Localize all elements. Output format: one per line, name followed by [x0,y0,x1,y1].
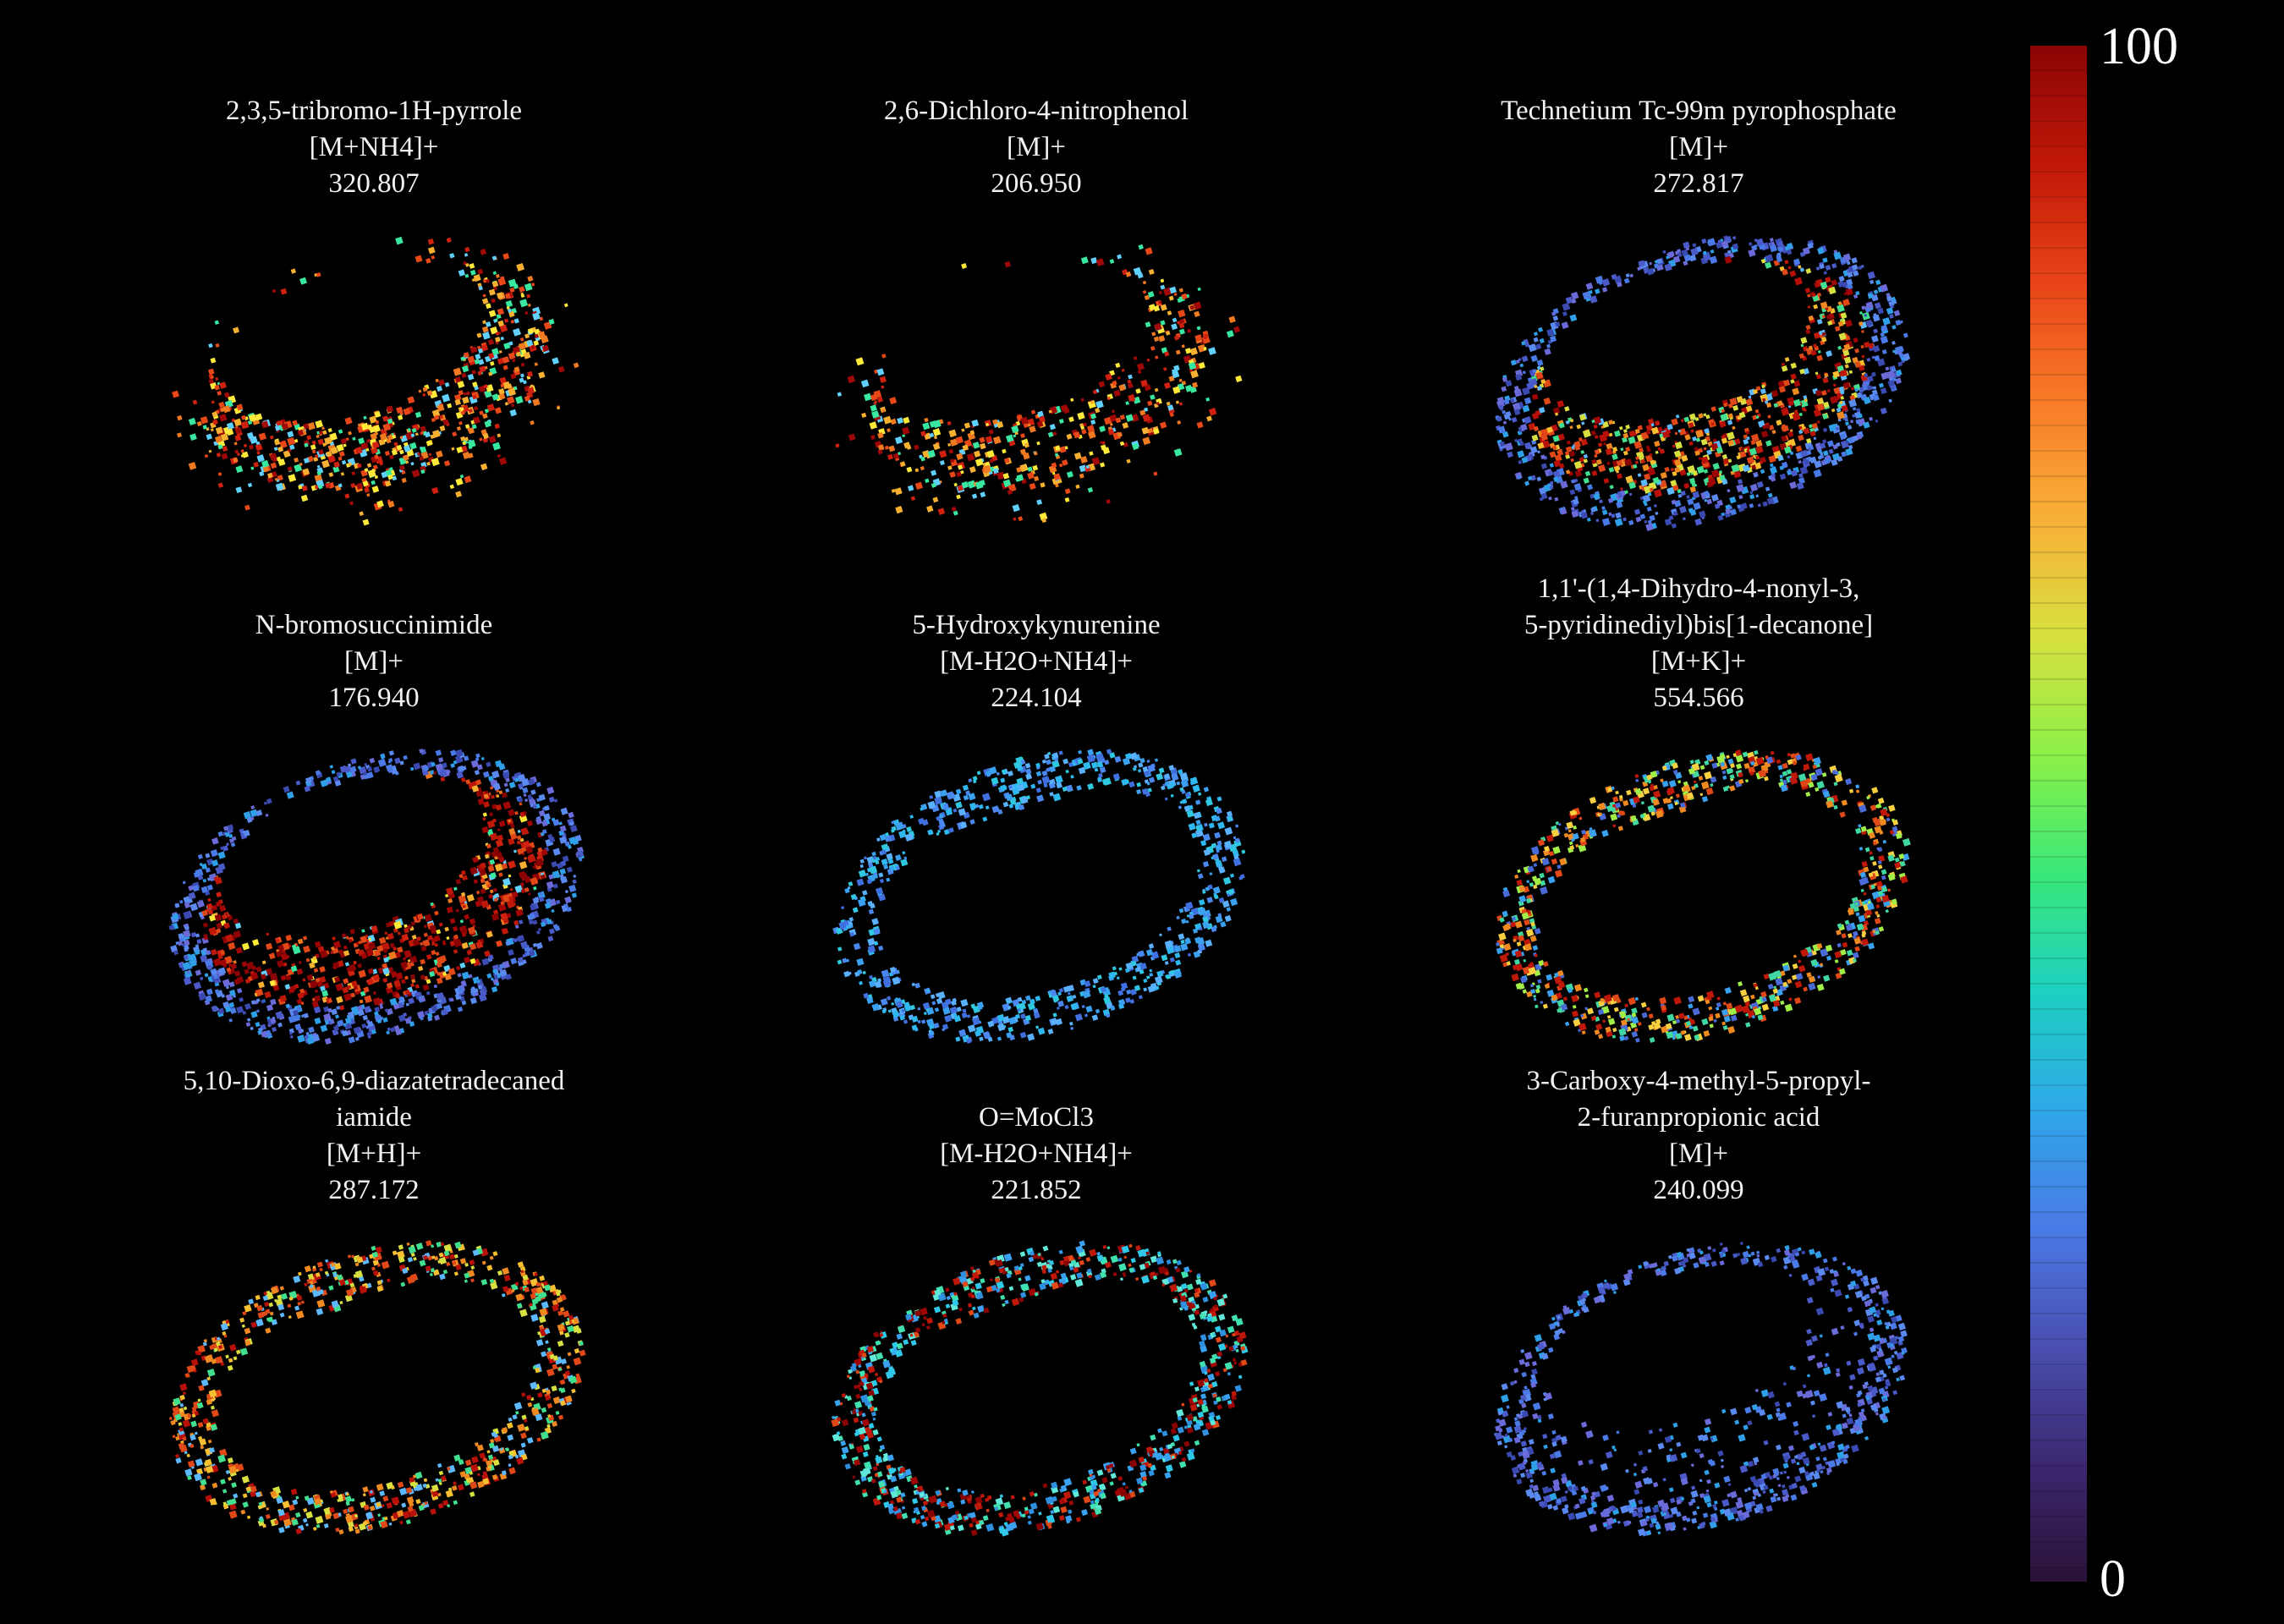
caption-line: 272.817 [1653,168,1744,199]
caption-line: 2,6-Dichloro-4-nitrophenol [883,96,1189,126]
caption-line: Technetium Tc-99m pyrophosphate [1501,96,1897,126]
ion-image-panel: 2,6-Dichloro-4-nitrophenol [M]+ 206.950 [706,93,1366,601]
caption-line: N-bromosuccinimide [255,610,493,640]
caption-line: 287.172 [328,1175,420,1205]
colorbar [2030,46,2087,1582]
ion-image-panel: N-bromosuccinimide [M]+ 176.940 [44,607,704,1115]
panel-caption: 5,10-Dioxo-6,9-diazatetradecaned iamide [M… [44,1063,704,1209]
panel-caption: Technetium Tc-99m pyrophosphate [M]+ 272.8… [1369,93,2029,202]
tissue-ion-map [706,220,1366,541]
ion-image-panel: 1,1'-(1,4-Dihydro-4-nonyl-3, 5-pyridinedi… [1369,573,2029,1115]
tissue-ion-map [44,734,704,1056]
caption-line: 5-Hydroxykynurenine [912,610,1161,640]
caption-line: 3-Carboxy-4-methyl-5-propyl- [1526,1066,1871,1096]
panel-caption: 2,6-Dichloro-4-nitrophenol [M]+ 206.950 [706,93,1366,202]
caption-line: 5,10-Dioxo-6,9-diazatetradecaned [183,1066,565,1096]
ion-image-panel: O=MoCl3 [M-H2O+NH4]+ 221.852 [706,1100,1366,1607]
panel-caption: O=MoCl3 [M-H2O+NH4]+ 221.852 [706,1100,1366,1209]
ion-image-panel: 5-Hydroxykynurenine [M-H2O+NH4]+ 224.104 [706,607,1366,1115]
ion-image-panel: Technetium Tc-99m pyrophosphate [M]+ 272.8… [1369,93,2029,601]
colorbar-segments [2030,46,2087,1582]
panel-caption: 2,3,5-tribromo-1H-pyrrole [M+NH4]+ 320.807 [44,93,704,202]
caption-line: iamide [336,1102,412,1133]
caption-line: O=MoCl3 [979,1102,1094,1133]
caption-line: 221.852 [991,1175,1082,1205]
caption-line: [M+H]+ [326,1138,422,1169]
panel-caption: 1,1'-(1,4-Dihydro-4-nonyl-3, 5-pyridinedi… [1369,571,2029,716]
tissue-ion-map [706,1226,1366,1548]
colorbar-min-label: 0 [2100,1550,2126,1608]
panel-caption: 3-Carboxy-4-methyl-5-propyl- 2-furanpropi… [1369,1063,2029,1209]
colorbar-max-label: 100 [2100,18,2178,75]
caption-line: 320.807 [328,168,420,199]
tissue-ion-map [1369,1226,2029,1548]
caption-line: 240.099 [1653,1175,1744,1205]
ion-image-panel: 3-Carboxy-4-methyl-5-propyl- 2-furanpropi… [1369,1066,2029,1607]
ion-image-panel: 5,10-Dioxo-6,9-diazatetradecaned iamide [M… [44,1066,704,1607]
tissue-ion-map [1369,220,2029,541]
caption-line: [M]+ [1669,1138,1728,1169]
tissue-ion-map [1369,734,2029,1056]
caption-line: [M]+ [344,646,404,677]
tissue-ion-map [706,734,1366,1056]
caption-line: [M]+ [1669,132,1728,162]
tissue-ion-map [44,220,704,541]
caption-line: 2-furanpropionic acid [1577,1102,1820,1133]
caption-line: [M-H2O+NH4]+ [940,1138,1133,1169]
panel-caption: 5-Hydroxykynurenine [M-H2O+NH4]+ 224.104 [706,607,1366,716]
panel-caption: N-bromosuccinimide [M]+ 176.940 [44,607,704,716]
tissue-ion-map [44,1226,704,1548]
caption-line: 554.566 [1653,683,1744,713]
caption-line: [M+K]+ [1650,646,1747,677]
caption-line: 224.104 [991,683,1082,713]
ion-image-panel: 2,3,5-tribromo-1H-pyrrole [M+NH4]+ 320.807 [44,93,704,601]
caption-line: [M-H2O+NH4]+ [940,646,1133,677]
caption-line: 176.940 [328,683,420,713]
caption-line: [M]+ [1007,132,1066,162]
caption-line: [M+NH4]+ [309,132,439,162]
caption-line: 1,1'-(1,4-Dihydro-4-nonyl-3, [1537,573,1860,604]
caption-line: 2,3,5-tribromo-1H-pyrrole [225,96,523,126]
caption-line: 5-pyridinediyl)bis[1-decanone] [1524,610,1874,640]
caption-line: 206.950 [991,168,1082,199]
